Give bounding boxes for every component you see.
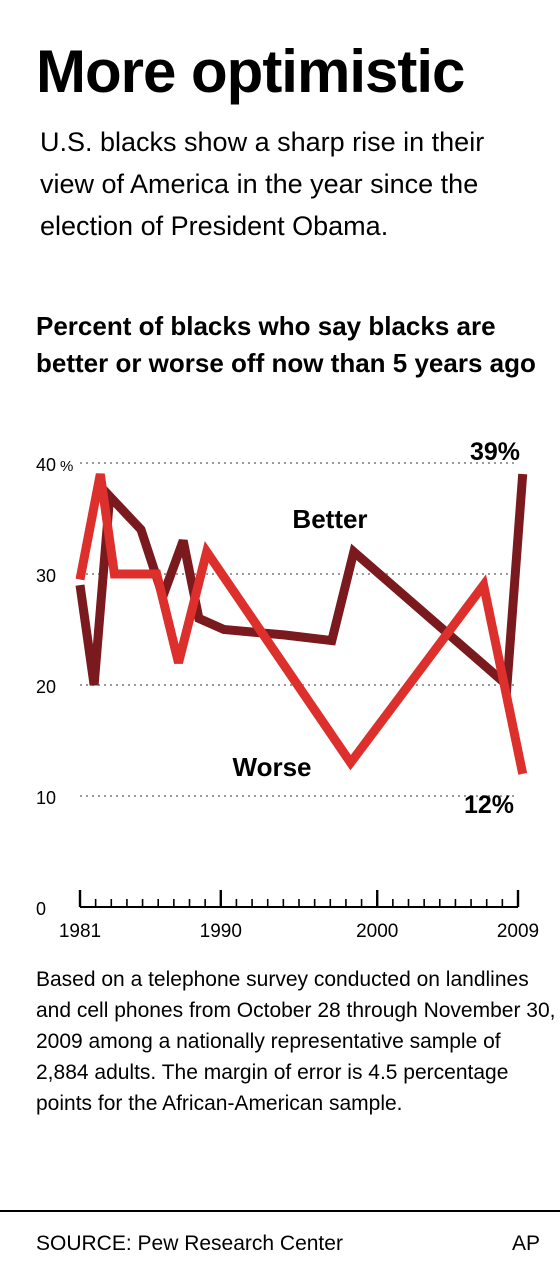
annotation-worse-end: 12%	[464, 791, 514, 819]
y-tick-label: 20	[36, 677, 56, 697]
x-tick-label: 2000	[356, 921, 398, 942]
x-tick-label: 1981	[59, 921, 101, 942]
chart-heading: Percent of blacks who say blacks are bet…	[36, 311, 536, 378]
survey-note: Based on a telephone survey conducted on…	[36, 968, 556, 1115]
x-tick-label: 1990	[200, 921, 242, 942]
y-tick-label: 0	[36, 899, 46, 919]
series-line-better	[75, 473, 528, 695]
series-label-worse: Worse	[233, 752, 312, 782]
line-chart: 40 % 30 20 10 0 1981 1990 2000 2009 Better Worse 39%…	[36, 438, 539, 942]
series-line-worse	[75, 473, 528, 775]
annotation-better-end: 39%	[470, 438, 520, 466]
graphic-subtitle: U.S. blacks show a sharp rise in their v…	[40, 127, 485, 241]
y-unit-label: %	[60, 458, 73, 475]
agency-credit: AP	[511, 1232, 540, 1255]
y-tick-label: 10	[36, 788, 56, 808]
x-tick-label: 2009	[497, 921, 539, 942]
graphic-title: More optimistic	[36, 38, 465, 105]
source-credit: SOURCE: Pew Research Center	[36, 1232, 343, 1255]
footer-divider	[0, 1210, 560, 1212]
y-tick-label: 40	[36, 455, 56, 475]
series-label-better: Better	[292, 504, 367, 534]
y-tick-label: 30	[36, 566, 56, 586]
